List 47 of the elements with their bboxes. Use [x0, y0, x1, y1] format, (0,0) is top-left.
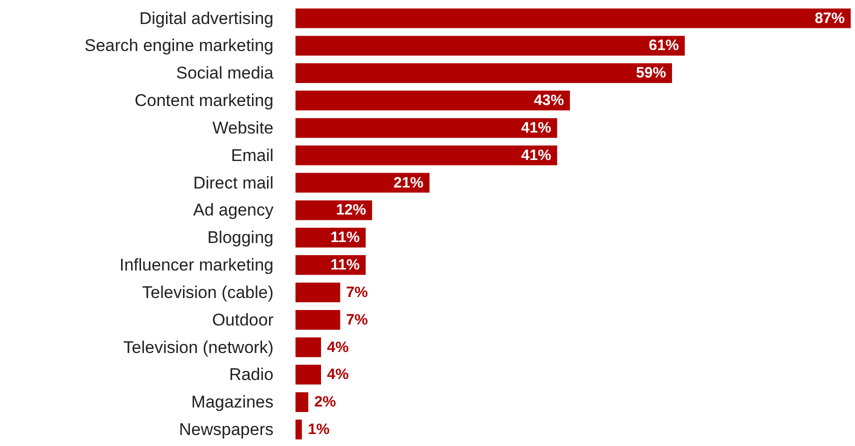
- bar: [296, 36, 685, 56]
- y-tick-label: Email: [230, 146, 274, 165]
- data-label: 87%: [814, 10, 845, 27]
- data-label: 1%: [308, 421, 330, 438]
- bar: [296, 172, 430, 193]
- bar: [296, 63, 672, 84]
- bar: [296, 255, 366, 275]
- y-tick-label: Blogging: [207, 228, 274, 248]
- data-label: 43%: [534, 92, 564, 110]
- bar: [296, 228, 366, 248]
- bar: [296, 90, 570, 110]
- y-tick-label: Magazines: [191, 392, 274, 412]
- data-label: 41%: [521, 119, 552, 136]
- data-label: 4%: [327, 338, 349, 356]
- data-label: 59%: [636, 64, 666, 82]
- bar: [296, 282, 340, 302]
- bar: [296, 337, 322, 358]
- y-tick-label: Radio: [229, 365, 274, 384]
- bar: [296, 118, 558, 138]
- y-tick-label: Outdoor: [212, 310, 274, 330]
- data-label: 12%: [336, 202, 366, 219]
- y-tick-label: Content marketing: [134, 91, 274, 110]
- bar: [296, 146, 558, 166]
- data-label: 41%: [521, 146, 552, 164]
- y-tick-label: Influencer marketing: [119, 256, 274, 275]
- bar: [296, 392, 308, 412]
- data-label: 7%: [346, 311, 368, 328]
- data-label: 4%: [327, 366, 349, 384]
- bar: [296, 310, 340, 330]
- data-label: 21%: [394, 174, 424, 192]
- bar: [296, 364, 322, 385]
- y-tick-label: Search engine marketing: [84, 36, 274, 56]
- y-tick-label: Newspapers: [179, 420, 274, 440]
- y-tick-label: Direct mail: [193, 173, 274, 192]
- bar: [296, 420, 302, 440]
- y-tick-label: Social media: [176, 64, 274, 83]
- bar: [296, 8, 851, 28]
- y-tick-label: Television (network): [123, 338, 274, 357]
- y-tick-label: Television (cable): [142, 282, 274, 302]
- y-tick-label: Ad agency: [193, 200, 274, 220]
- data-label: 11%: [330, 256, 360, 274]
- y-tick-label: Digital advertising: [139, 8, 274, 28]
- data-label: 11%: [330, 229, 360, 246]
- data-label: 61%: [648, 37, 679, 54]
- y-tick-label: Website: [212, 118, 274, 138]
- data-label: 7%: [346, 284, 368, 301]
- data-label: 2%: [314, 394, 336, 411]
